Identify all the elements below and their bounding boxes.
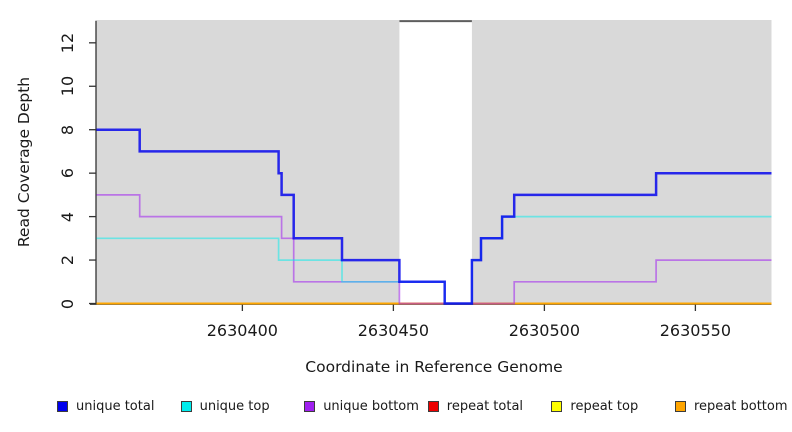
legend-label: unique bottom bbox=[323, 398, 419, 414]
x-axis-title: Coordinate in Reference Genome bbox=[305, 358, 563, 376]
y-tick-label: 8 bbox=[58, 124, 77, 135]
legend-swatch-repeat-total bbox=[427, 400, 439, 412]
y-tick-label: 6 bbox=[58, 168, 77, 179]
x-tick-label: 2630550 bbox=[659, 321, 732, 340]
y-axis-title: Read Coverage Depth bbox=[15, 76, 33, 248]
x-tick-label: 2630450 bbox=[357, 321, 429, 340]
legend-item-repeat-bottom: repeat bottom bbox=[675, 398, 788, 414]
legend-label: unique top bbox=[199, 398, 270, 414]
legend-swatch-repeat-bottom bbox=[675, 400, 686, 412]
legend-label: repeat bottom bbox=[694, 398, 788, 414]
legend-item-unique-bottom: unique bottom bbox=[304, 398, 419, 414]
legend-swatch-repeat-top bbox=[551, 400, 563, 412]
legend-swatch-unique-total bbox=[57, 400, 68, 412]
x-tick-label: 2630500 bbox=[508, 321, 580, 340]
x-tick-label: 2630400 bbox=[206, 321, 278, 340]
legend-swatch-unique-bottom bbox=[304, 400, 316, 412]
legend-item-unique-total: unique total bbox=[57, 398, 155, 414]
y-tick-label: 4 bbox=[58, 211, 77, 222]
highlight-region bbox=[399, 20, 472, 304]
series-line-unique-total bbox=[96, 128, 772, 305]
legend-label: unique total bbox=[76, 398, 155, 414]
y-tick-label: 12 bbox=[58, 32, 77, 53]
legend-swatch-unique-top bbox=[180, 400, 192, 412]
y-tick-label: 0 bbox=[58, 298, 77, 309]
legend-item-repeat-total: repeat total bbox=[427, 398, 524, 414]
y-tick-label: 10 bbox=[58, 76, 77, 97]
y-tick-label: 2 bbox=[58, 254, 77, 266]
legend-item-repeat-top: repeat top bbox=[551, 398, 639, 414]
legend-label: repeat total bbox=[446, 398, 524, 414]
legend-label: repeat top bbox=[570, 398, 639, 414]
legend-item-unique-top: unique top bbox=[180, 398, 270, 414]
